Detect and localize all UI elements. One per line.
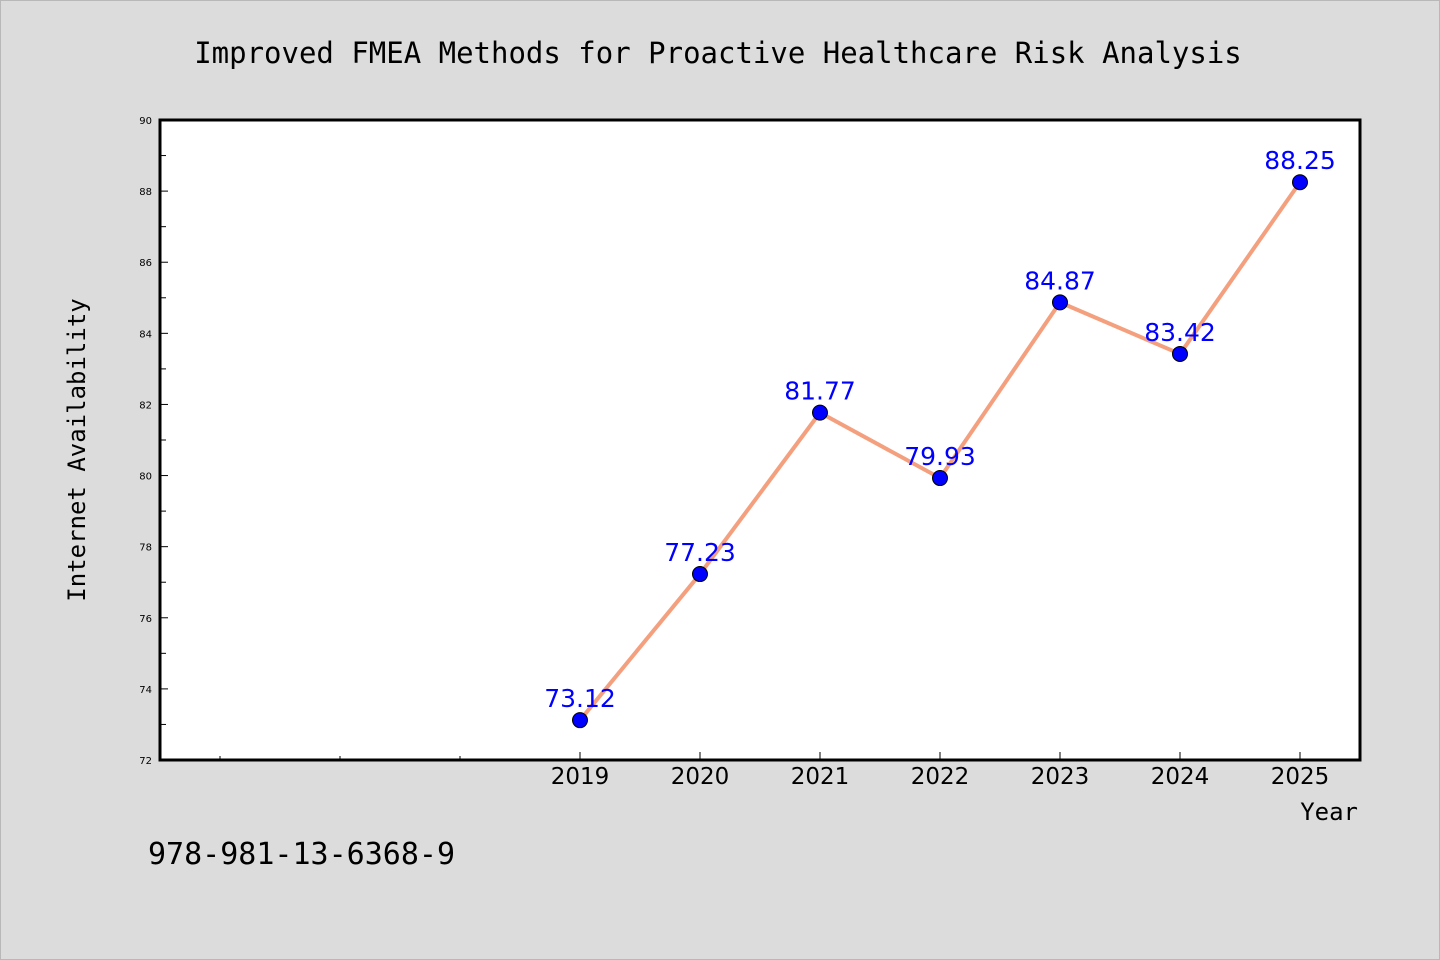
x-tick-label: 2019 [551,764,610,790]
x-tick-label: 2021 [791,764,850,790]
y-tick-label: 78 [139,543,152,554]
x-tick-label: 2020 [671,764,730,790]
data-point [812,404,828,421]
data-label: 73.12 [544,684,616,713]
plot-area [158,118,1362,762]
y-tick-label: 90 [139,116,152,127]
y-tick-label: 88 [139,187,152,198]
data-point [932,470,948,487]
x-tick-label: 2023 [1031,764,1090,790]
x-axis: 2019 2020 2021 2022 2023 2024 2025 [219,752,1330,790]
y-axis-label: Internet Availability [63,298,91,601]
data-label: 83.42 [1144,318,1216,347]
y-tick-label: 84 [139,329,152,340]
y-tick-label: 72 [139,756,152,767]
data-point [692,566,708,583]
y-tick-label: 86 [139,258,152,269]
y-tick-label: 74 [139,685,152,696]
data-point [572,712,588,729]
y-tick-label: 76 [139,614,152,625]
series: 73.12 77.23 81.77 79.93 84.87 83.42 88.25 [544,146,1336,729]
data-point [1172,345,1188,362]
isbn-text: 978-981-13-6368-9 [148,837,455,872]
data-label: 84.87 [1024,266,1096,295]
data-label: 88.25 [1264,146,1336,175]
data-point [1052,294,1068,311]
data-label: 79.93 [904,442,976,471]
y-tick-label: 80 [139,472,152,483]
x-tick-label: 2025 [1271,764,1330,790]
data-label: 77.23 [664,538,736,567]
y-axis: 72 74 76 78 80 82 84 86 88 90 [139,116,168,767]
chart-title: Improved FMEA Methods for Proactive Heal… [194,36,1242,70]
y-tick-label: 82 [139,400,152,411]
data-label: 81.77 [784,377,856,406]
x-tick-label: 2024 [1151,764,1210,790]
data-point [1292,174,1308,191]
x-axis-label: Year [1300,798,1358,826]
x-tick-label: 2022 [911,764,970,790]
